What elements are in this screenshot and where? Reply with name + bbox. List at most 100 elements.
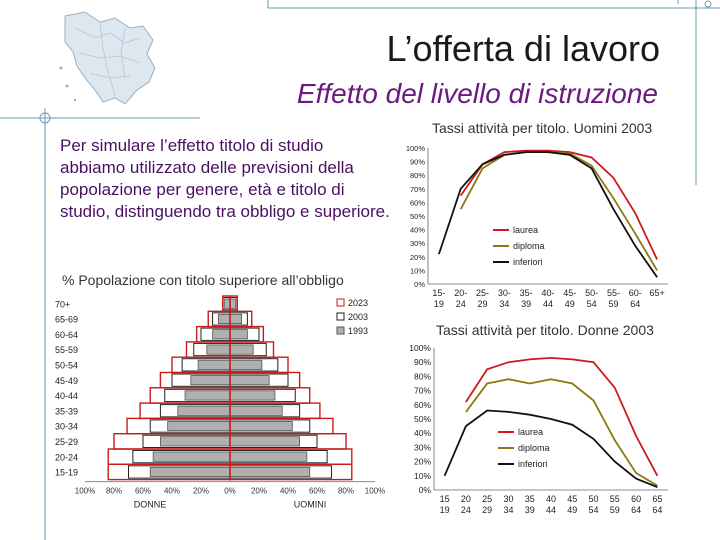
body-paragraph: Per simulare l’effetto titolo di studio … <box>60 136 390 221</box>
x-tick-label: 29 <box>482 505 492 515</box>
x-tick-label: 24 <box>461 505 471 515</box>
x-tick-label: 40- <box>541 288 554 298</box>
x-tick-label: 15 <box>440 494 450 504</box>
y-tick-label: 60% <box>414 400 431 410</box>
x-tick-label: 59 <box>608 299 618 309</box>
x-tick-label: 34 <box>499 299 509 309</box>
pyramid-bar-2023-men-65-69 <box>229 310 253 328</box>
pyramid-bar-1993-women-30-34 <box>167 420 231 432</box>
tuscany-map-image <box>59 11 156 105</box>
pyramid-bar-1993-men-50-54 <box>229 359 263 370</box>
y-tick-label: 30% <box>410 239 425 248</box>
pyramid-bar-1993-men-40-44 <box>229 390 276 401</box>
pyramid-bar-1993-women-50-54 <box>197 359 231 370</box>
pyramid-age-label: 30-34 <box>55 422 78 432</box>
pyramid-xlabel-women: DONNE <box>134 500 167 510</box>
x-tick-label: 55- <box>607 288 620 298</box>
legend-label-diploma: diploma <box>518 443 550 453</box>
x-tick-label: 64 <box>630 299 640 309</box>
pyramid-x-tick: 40% <box>164 487 180 496</box>
series-line-laurea <box>465 356 659 477</box>
x-tick-label: 30- <box>498 288 511 298</box>
y-tick-label: 100% <box>406 144 426 153</box>
pyramid-x-tick: 0% <box>224 487 236 496</box>
y-tick-label: 20% <box>414 457 431 467</box>
pyramid-x-tick: 80% <box>338 487 354 496</box>
x-tick-label: 25- <box>476 288 489 298</box>
pyramid-legend-swatch-1993 <box>336 326 345 335</box>
pyramid-bar-1993-women-70+ <box>223 298 231 309</box>
pyramid-age-label: 35-39 <box>55 406 78 416</box>
pyramid-x-tick: 20% <box>251 487 267 496</box>
pyramid-x-tick: 20% <box>193 487 209 496</box>
y-tick-label: 50% <box>414 414 431 424</box>
pyramid-bar-1993-women-35-39 <box>177 405 231 416</box>
x-tick-label: 19 <box>440 505 450 515</box>
legend-label-laurea: laurea <box>513 225 538 235</box>
x-tick-label: 59 <box>610 505 620 515</box>
x-tick-label: 30 <box>503 494 513 504</box>
x-tick-label: 44 <box>543 299 553 309</box>
pyramid-bar-1993-women-55-59 <box>206 344 231 355</box>
pyramid-legend-swatch-2023 <box>336 298 345 307</box>
pyramid-age-label: 55-59 <box>55 345 78 355</box>
pyramid-bar-1993-men-35-39 <box>229 405 283 416</box>
y-tick-label: 10% <box>410 266 425 275</box>
x-tick-label: 65 <box>652 494 662 504</box>
x-tick-label: 49 <box>567 505 577 515</box>
x-tick-label: 39 <box>521 299 531 309</box>
pyramid-bar-1993-women-65-69 <box>217 313 231 324</box>
women-activity-chart: 0%10%20%30%40%50%60%70%80%90%100%1519202… <box>409 343 668 515</box>
series-line-inferiori <box>438 151 658 278</box>
men-chart-title: Tassi attività per titolo. Uomini 2003 <box>432 120 653 136</box>
x-tick-label: 35- <box>520 288 533 298</box>
pyramid-bar-1993-men-70+ <box>229 298 237 309</box>
x-tick-label: 20 <box>461 494 471 504</box>
y-tick-label: 0% <box>414 280 425 289</box>
pyramid-x-tick: 60% <box>135 487 151 496</box>
y-tick-label: 10% <box>414 471 431 481</box>
x-tick-label: 50 <box>589 494 599 504</box>
x-tick-label: 45- <box>563 288 576 298</box>
x-tick-label: 15- <box>432 288 445 298</box>
pyramid-age-label: 45-49 <box>55 376 78 386</box>
pyramid-bar-1993-men-15-19 <box>229 466 311 478</box>
pyramid-bar-1993-women-60-64 <box>212 329 231 340</box>
x-tick-label: 60- <box>629 288 642 298</box>
pyramid-chart-title: % Popolazione con titolo superiore all’o… <box>62 272 344 288</box>
y-tick-label: 40% <box>410 226 425 235</box>
series-line-laurea <box>459 149 658 260</box>
y-tick-label: 80% <box>410 171 425 180</box>
series-line-inferiori <box>443 409 658 489</box>
pyramid-bar-1993-men-30-34 <box>229 420 293 432</box>
pyramid-legend-label: 2023 <box>348 298 368 308</box>
pyramid-age-label: 25-29 <box>55 437 78 447</box>
pyramid-age-label: 70+ <box>55 299 70 309</box>
pyramid-age-label: 40-44 <box>55 391 78 401</box>
pyramid-bar-1993-women-45-49 <box>190 375 231 386</box>
pyramid-x-tick: 80% <box>106 487 122 496</box>
x-tick-label: 54 <box>589 505 599 515</box>
x-tick-label: 29 <box>478 299 488 309</box>
x-tick-label: 65+ <box>649 288 664 298</box>
x-tick-label: 24 <box>456 299 466 309</box>
pyramid-x-tick: 100% <box>365 487 385 496</box>
pyramid-bar-1993-men-60-64 <box>229 329 248 340</box>
x-tick-label: 44 <box>546 505 556 515</box>
y-tick-label: 70% <box>414 386 431 396</box>
pyramid-bar-1993-women-25-29 <box>160 436 231 447</box>
slide-subtitle: Effetto del livello di istruzione <box>296 78 658 109</box>
y-tick-label: 90% <box>410 158 425 167</box>
pyramid-bar-2023-men-70+ <box>229 295 238 313</box>
x-tick-label: 64 <box>631 505 641 515</box>
x-tick-label: 54 <box>587 299 597 309</box>
x-tick-label: 40 <box>546 494 556 504</box>
pyramid-x-tick: 60% <box>309 487 325 496</box>
x-tick-label: 64 <box>652 505 662 515</box>
y-tick-label: 70% <box>410 185 425 194</box>
pyramid-bar-1993-men-25-29 <box>229 436 300 447</box>
pyramid-x-tick: 100% <box>75 487 95 496</box>
women-chart-title: Tassi attività per titolo. Donne 2003 <box>436 322 654 338</box>
y-tick-label: 80% <box>414 371 431 381</box>
pyramid-age-label: 50-54 <box>55 361 78 371</box>
